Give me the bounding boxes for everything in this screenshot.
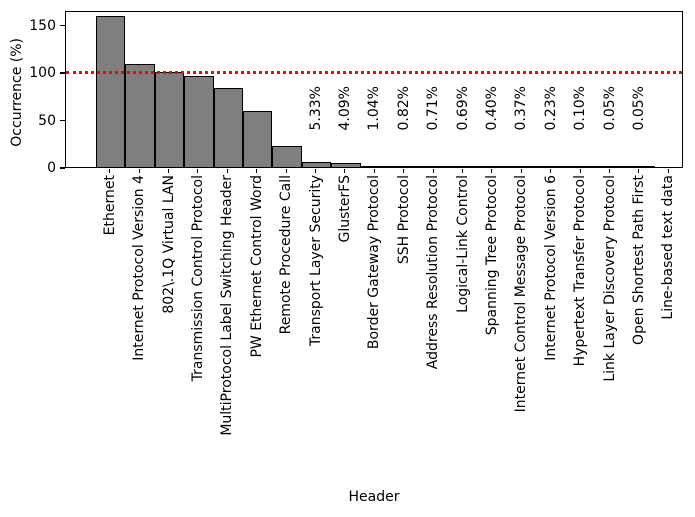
bar-value-label: 0.82% [395,86,412,131]
x-tick-label: Remote Procedure Call [278,175,295,335]
x-tick-label: Logical-Link Control [454,175,471,313]
bar [243,110,273,167]
bar-value-label: 0.05% [630,86,647,131]
x-tick-label: Spanning Tree Protocol [483,175,500,336]
x-tick-mark [167,169,170,173]
bar-value-label: 0.10% [572,86,589,131]
x-tick-label: Border Gateway Protocol [366,175,383,350]
x-tick-label: Internet Protocol Version 6 [542,175,559,361]
y-tick-label: 50 [38,112,56,129]
x-tick-mark [314,169,317,173]
bar [566,165,596,167]
bar [537,165,567,167]
x-tick-mark [579,169,581,173]
x-tick-label: SSH Protocol [395,175,412,265]
x-tick-label: Address Resolution Protocol [425,175,442,370]
x-tick-mark [432,169,434,173]
x-tick-label: Ethernet [101,175,118,236]
x-tick-label: Transport Layer Security [307,175,324,347]
x-tick-mark [344,169,346,173]
x-tick-mark [138,169,140,173]
x-tick-label: 802\.1Q Virtual LAN [160,175,177,314]
x-tick-mark [197,169,199,173]
bar [419,165,449,167]
bar [595,165,626,167]
x-tick-mark [109,169,111,173]
bar [331,163,361,167]
x-tick-label: PW Ethernet Control Word [248,175,265,358]
x-tick-mark [608,169,611,173]
bar-value-label: 0.69% [454,86,471,131]
bar-value-label: 0.23% [542,86,559,131]
x-tick-mark [226,169,228,173]
x-tick-label: Open Shortest Path First [630,175,647,345]
bar-value-label: 0.05% [601,86,618,131]
x-tick-mark [638,169,640,173]
bar-value-label: 4.09% [336,86,353,131]
bar [625,165,655,167]
bar-value-label: 5.33% [307,86,324,131]
y-tick-mark [60,24,65,27]
bar [448,165,479,167]
bar [154,72,185,167]
x-tick-label: Transmission Control Protocol [189,175,206,382]
bar [272,146,302,167]
x-tick-label: Line-based text data [660,175,677,320]
plot-area [65,11,683,168]
y-tick-mark [60,167,65,169]
x-axis-title: Header [348,489,400,505]
x-tick-mark [373,169,375,173]
bar [213,88,243,167]
x-tick-mark [461,169,464,173]
y-axis-title: Occurrence (%) [9,38,25,147]
bar-value-label: 0.71% [425,86,442,131]
bar [390,165,420,167]
bar-value-label: 0.40% [483,86,500,131]
x-tick-mark [520,169,522,173]
bar [360,165,390,167]
x-tick-mark [550,169,552,173]
x-tick-label: Internet Protocol Version 4 [131,175,148,361]
bar [125,64,155,167]
x-tick-mark [256,169,258,173]
x-tick-label: GlusterFS [336,175,353,243]
x-tick-label: Hypertext Transfer Protocol [572,175,589,367]
bar-value-label: 0.37% [513,86,530,131]
x-tick-mark [667,169,669,173]
x-tick-label: MultiProtocol Label Switching Header [219,175,236,436]
x-tick-mark [491,169,493,173]
bar-value-label: 1.04% [366,86,383,131]
y-tick-label: 150 [29,17,56,34]
y-tick-mark [60,72,65,74]
bar [301,161,332,167]
y-tick-mark [60,119,65,122]
x-tick-mark [285,169,287,173]
reference-line-100 [66,70,682,74]
bar [478,165,508,167]
y-tick-label: 0 [47,160,56,176]
x-tick-label: Link Layer Discovery Protocol [601,175,618,382]
bar [96,15,126,167]
bar [507,165,537,167]
bar [184,75,214,167]
x-tick-label: Internet Control Message Protocol [513,175,530,413]
x-tick-mark [403,169,405,173]
y-tick-label: 100 [29,65,56,81]
